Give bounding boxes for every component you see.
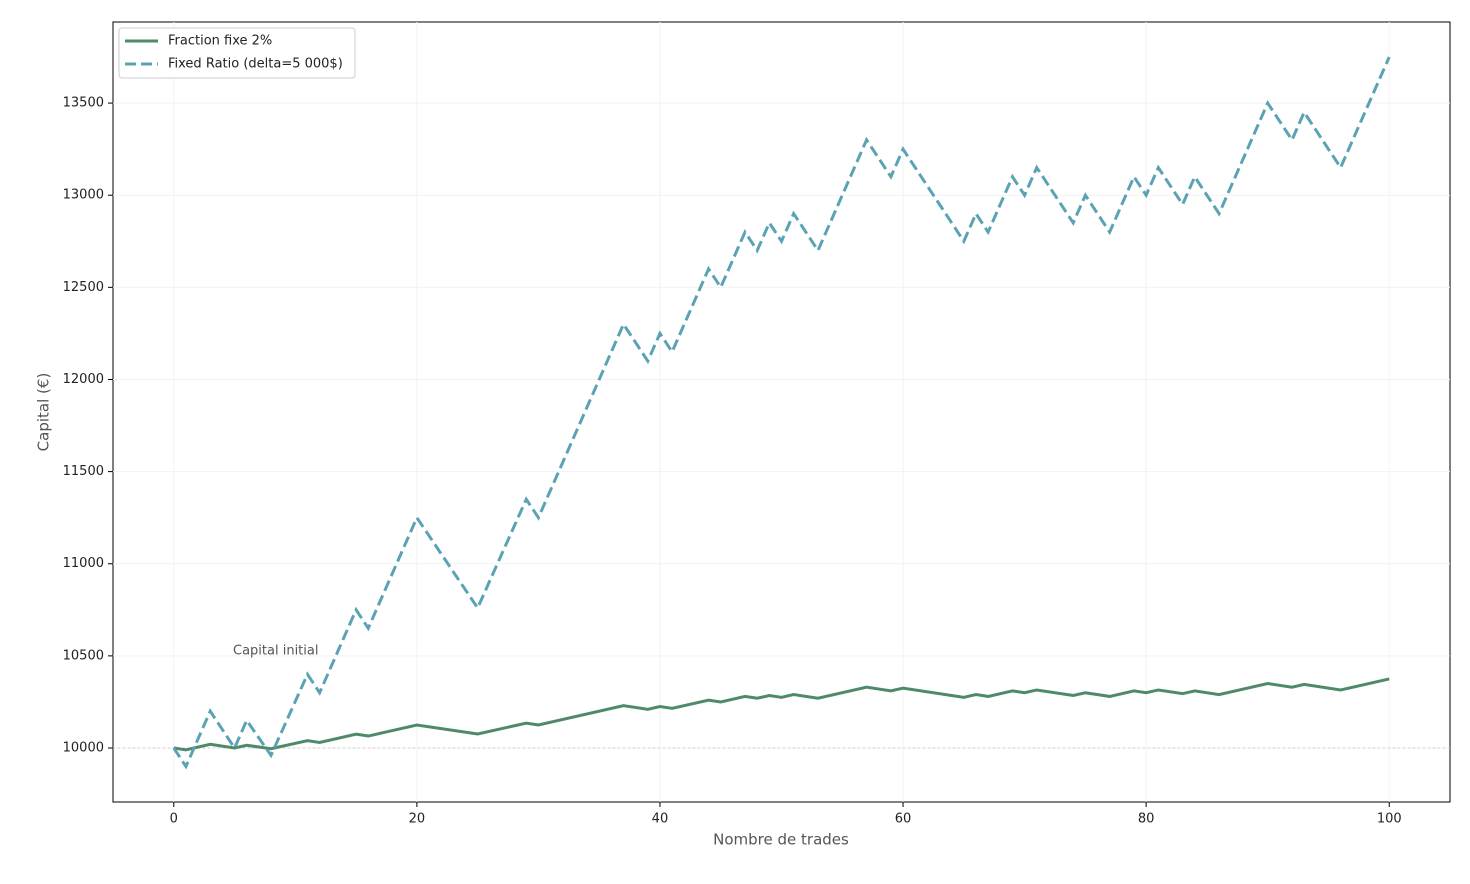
y-tick-label: 12000 [63,372,104,387]
y-axis-label: Capital (€) [35,373,53,452]
x-tick-label: 100 [1377,812,1402,827]
y-tick-label: 13500 [63,96,104,111]
x-tick-label: 20 [409,812,426,827]
annotation: Capital initial [233,644,318,659]
y-tick-label: 12500 [63,280,104,295]
plot-frame [112,21,1451,803]
legend-label: Fixed Ratio (delta=5 000$) [168,57,343,72]
x-tick-label: 0 [170,812,178,827]
series-line [173,677,1390,752]
y-tick-label: 10000 [63,741,104,756]
legend-box [118,27,356,79]
y-tick-label: 13000 [63,188,104,203]
y-tick-label: 11000 [63,556,104,571]
x-tick-label: 40 [652,812,669,827]
y-tick-label: 11500 [63,464,104,479]
legend-label: Fraction fixe 2% [168,34,272,49]
x-tick-label: 80 [1138,812,1155,827]
x-tick-label: 60 [895,812,912,827]
x-axis-label: Nombre de trades [713,831,849,849]
y-tick-label: 10500 [63,648,104,663]
series-line [172,56,1391,770]
